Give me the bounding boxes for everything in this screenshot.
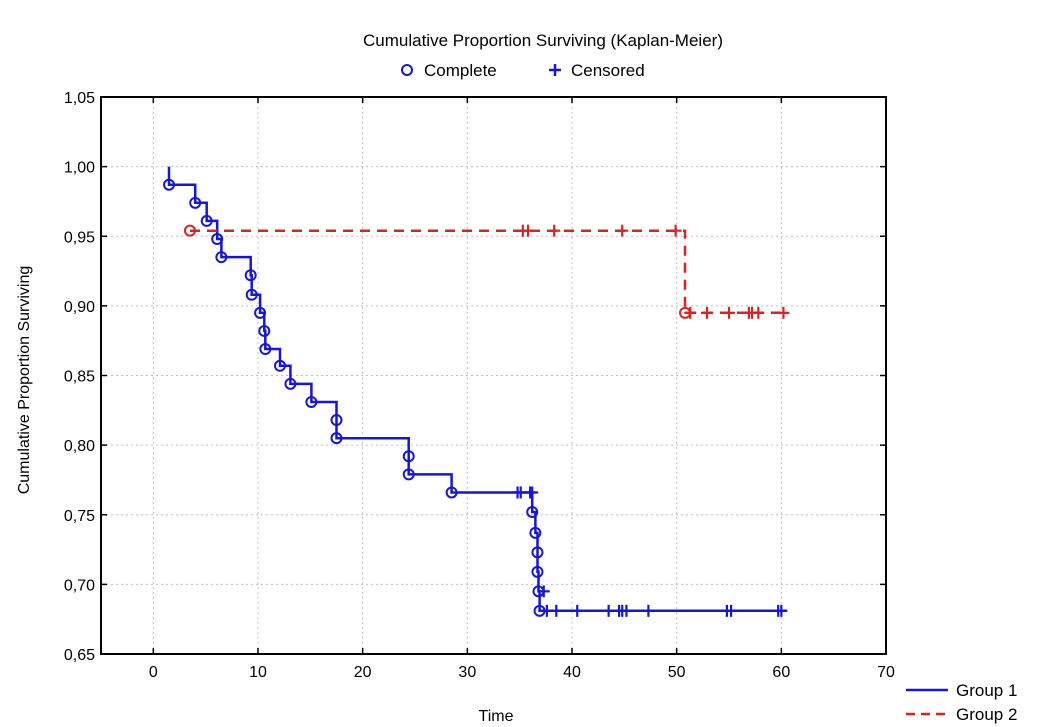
censored-marker: [725, 604, 738, 617]
series-legend: Group 1 Group 2: [906, 681, 1017, 724]
x-axis-label: Time: [479, 708, 514, 725]
x-tick-label: 40: [563, 664, 581, 681]
complete-marker: [284, 377, 297, 390]
complete-marker: [402, 468, 415, 481]
complete-marker: [254, 306, 267, 319]
complete-marker: [200, 214, 213, 227]
y-tick-label: 0,90: [64, 299, 95, 316]
censored-marker: [522, 224, 535, 237]
complete-marker: [529, 526, 542, 539]
censored-marker: [548, 224, 561, 237]
censored-marker: [701, 306, 714, 319]
censored-marker: [642, 604, 655, 617]
censored-marker: [616, 224, 629, 237]
y-tick-label: 0,75: [64, 508, 95, 525]
series-layer: [163, 166, 790, 617]
censored-marker: [526, 486, 539, 499]
y-tick-label: 0,85: [64, 369, 95, 386]
complete-marker: [402, 450, 415, 463]
censored-marker: [752, 306, 765, 319]
complete-marker: [305, 395, 318, 408]
chart-title: Cumulative Proportion Surviving (Kaplan-…: [363, 31, 723, 50]
complete-legend-label: Complete: [424, 61, 497, 80]
y-axis-label: Cumulative Proportion Surviving: [16, 266, 33, 495]
complete-marker: [189, 196, 202, 209]
complete-marker: [259, 343, 272, 356]
complete-legend-marker: [401, 64, 413, 76]
censored-legend-label: Censored: [571, 61, 645, 80]
censored-marker: [602, 604, 615, 617]
censored-marker: [684, 306, 697, 319]
marker-legend: Complete Censored: [401, 61, 645, 80]
x-tick-label: 20: [354, 664, 372, 681]
group2-legend-label: Group 2: [956, 705, 1017, 724]
censored-legend-marker: [549, 64, 561, 76]
censored-marker: [571, 604, 584, 617]
complete-marker: [211, 233, 224, 246]
complete-marker: [531, 565, 544, 578]
x-tick-label: 60: [772, 664, 790, 681]
complete-marker: [244, 269, 257, 282]
censored-marker: [775, 604, 788, 617]
complete-marker: [526, 505, 539, 518]
x-tick-label: 0: [149, 664, 158, 681]
y-tick-label: 0,95: [64, 229, 95, 246]
x-tick-label: 50: [668, 664, 686, 681]
grid-layer: [101, 97, 886, 654]
censored-marker: [537, 585, 550, 598]
x-tick-label: 70: [877, 664, 895, 681]
complete-marker: [258, 324, 271, 337]
censored-marker: [723, 306, 735, 319]
censored-marker: [620, 604, 633, 617]
y-tick-label: 0,65: [64, 647, 95, 664]
x-tick-label: 30: [458, 664, 476, 681]
complete-marker: [330, 432, 343, 445]
complete-marker: [445, 486, 458, 499]
complete-marker: [215, 251, 228, 264]
complete-marker: [183, 224, 196, 237]
y-tick-label: 0,70: [64, 577, 95, 594]
complete-marker: [163, 178, 176, 191]
censored-marker: [669, 224, 682, 237]
y-tick-label: 1,05: [64, 90, 95, 107]
series-line-group-2: [190, 229, 787, 315]
censored-marker: [777, 306, 790, 319]
y-tick-label: 1,00: [64, 160, 95, 177]
plot-frame: [100, 96, 887, 655]
x-tick-label: 10: [249, 664, 267, 681]
complete-marker: [273, 359, 286, 372]
complete-marker: [531, 546, 544, 559]
series-line-group-1: [167, 166, 787, 613]
ticks-layer: 0,65 0,70 0,75 0,80 0,85 0,90 0,95 1,00 1,05 0 10 2…: [64, 90, 895, 681]
group1-legend-label: Group 1: [956, 681, 1017, 700]
censored-marker: [550, 604, 563, 617]
complete-marker: [245, 288, 258, 301]
complete-marker: [330, 414, 343, 427]
y-tick-label: 0,80: [64, 438, 95, 455]
